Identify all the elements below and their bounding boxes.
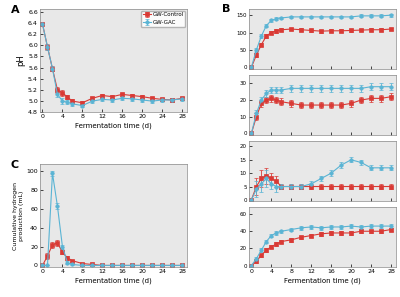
X-axis label: Fermentation time (d): Fermentation time (d)	[75, 122, 152, 129]
Text: A: A	[10, 5, 19, 15]
Text: B: B	[222, 4, 231, 14]
Legend: GW-Control, GW-GAC: GW-Control, GW-GAC	[141, 11, 186, 27]
Text: C: C	[10, 160, 19, 170]
X-axis label: Fermentation time (d): Fermentation time (d)	[75, 277, 152, 284]
Y-axis label: pH: pH	[16, 55, 25, 67]
X-axis label: Fermentation time (d): Fermentation time (d)	[284, 277, 361, 284]
Y-axis label: Cumulative hydrogen
production (mL): Cumulative hydrogen production (mL)	[13, 182, 24, 249]
